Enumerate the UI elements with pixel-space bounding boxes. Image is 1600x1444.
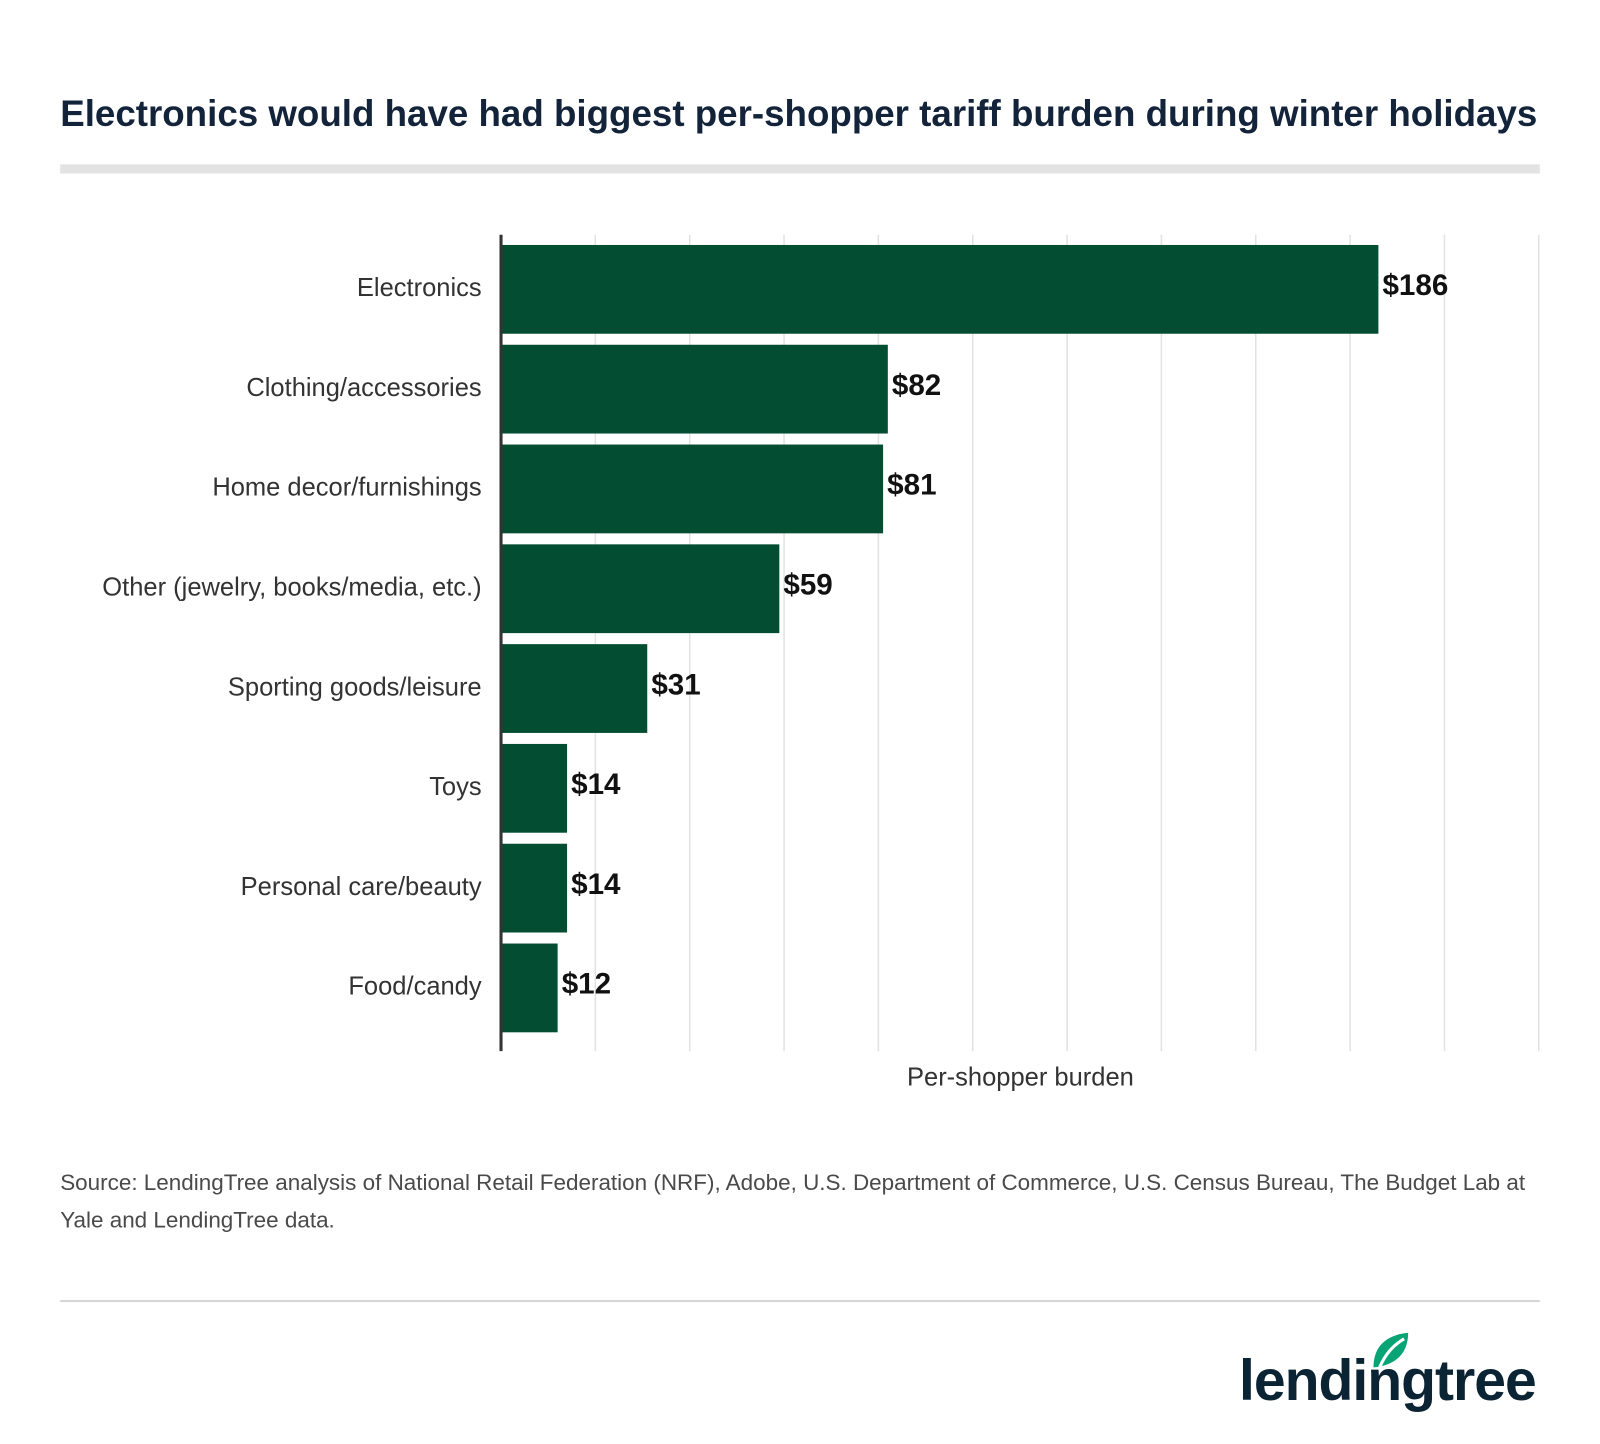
bar [501,244,1379,334]
category-label: Food/candy [348,973,482,1001]
bar [501,843,568,933]
value-label: $14 [571,868,621,901]
bar [501,344,888,434]
source: Source: LendingTree analysis of National… [60,1169,1526,1233]
x-axis-label: Per-shopper burden [907,1063,1134,1091]
category-label: Clothing/accessories [246,374,481,402]
value-label: $31 [651,668,700,701]
value-label: $14 [571,768,621,801]
value-label: $12 [562,968,611,1001]
logo-leaf-vein [1378,1337,1405,1369]
category-label: Other (jewelry, books/media, etc.) [102,573,481,601]
value-label: $186 [1382,269,1448,302]
category-label: Sporting goods/leisure [228,673,482,701]
category-label: Toys [429,773,481,801]
logo: lendingtree [1239,1349,1536,1413]
bar [501,943,558,1033]
category-label: Personal care/beauty [241,873,482,901]
value-label: $59 [783,569,832,602]
value-label: $82 [892,369,941,402]
category-label: Home decor/furnishings [212,474,481,502]
bar [501,644,648,733]
bar [501,544,780,634]
chart-title: Electronics would have had biggest per-s… [60,93,1537,134]
bar [501,444,884,534]
source-box: Source: LendingTree analysis of National… [60,1169,1526,1233]
bar [501,743,568,833]
title-rule [60,164,1540,174]
value-label: $81 [887,469,936,502]
category-label: Electronics [357,274,482,302]
